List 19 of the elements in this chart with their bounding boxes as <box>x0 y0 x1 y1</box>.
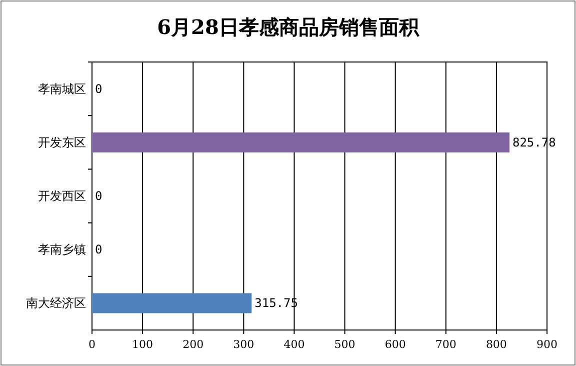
y-tick-label: 孝南城区 <box>38 82 86 96</box>
x-tick-label: 600 <box>384 338 406 351</box>
y-tick-label: 开发东区 <box>38 135 86 150</box>
x-tick-label: 500 <box>334 338 356 351</box>
chart-title: 6月28日孝感商品房销售面积 <box>157 15 420 39</box>
y-tick-label: 孝南乡镇 <box>38 242 86 257</box>
y-tick-label: 南大经济区 <box>26 296 86 310</box>
data-label: 0 <box>95 82 102 96</box>
x-tick-label: 700 <box>435 338 456 351</box>
x-tick-label: 0 <box>88 338 96 351</box>
x-tick-label: 800 <box>486 338 507 351</box>
x-tick-label: 100 <box>132 338 154 351</box>
x-tick-label: 200 <box>182 338 204 351</box>
x-tick-label: 400 <box>284 338 305 351</box>
data-label: 0 <box>95 242 102 257</box>
x-tick-label: 900 <box>536 338 558 351</box>
x-tick-label: 300 <box>233 338 254 351</box>
data-label: 0 <box>95 189 102 203</box>
y-tick-label: 开发西区 <box>38 189 86 203</box>
